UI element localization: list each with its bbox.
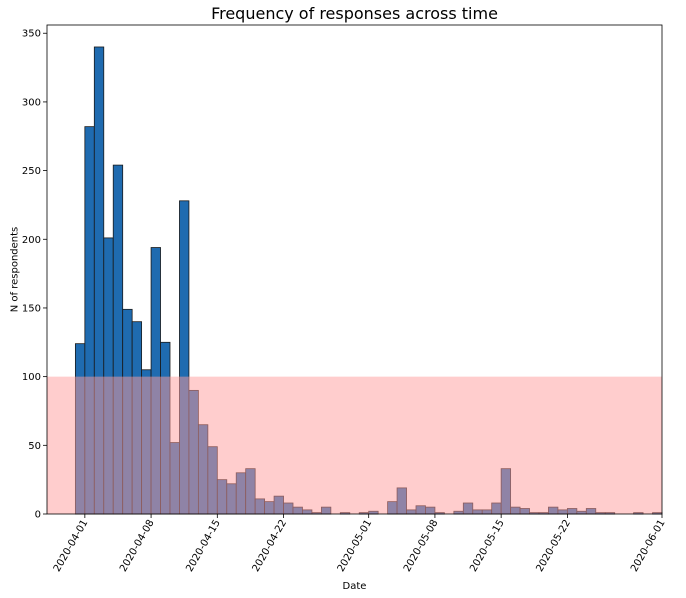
- y-tick-label: 200: [22, 235, 41, 246]
- plot-frame: [46, 24, 663, 515]
- y-tick-label: 250: [22, 166, 41, 177]
- y-tick-label: 50: [28, 441, 41, 452]
- y-tick-label: 350: [22, 29, 41, 40]
- y-axis: 0 50 100 150 200 250 300 350: [22, 29, 47, 521]
- y-tick-label: 300: [22, 97, 41, 108]
- x-axis-label: Date: [343, 581, 367, 592]
- y-axis-label: N of respondents: [10, 227, 21, 313]
- y-tick-label: 150: [22, 303, 41, 314]
- y-tick-label: 100: [22, 372, 41, 383]
- chart-title: Frequency of responses across time: [211, 4, 498, 23]
- threshold-band: [47, 376, 662, 514]
- y-tick-label: 0: [35, 510, 41, 521]
